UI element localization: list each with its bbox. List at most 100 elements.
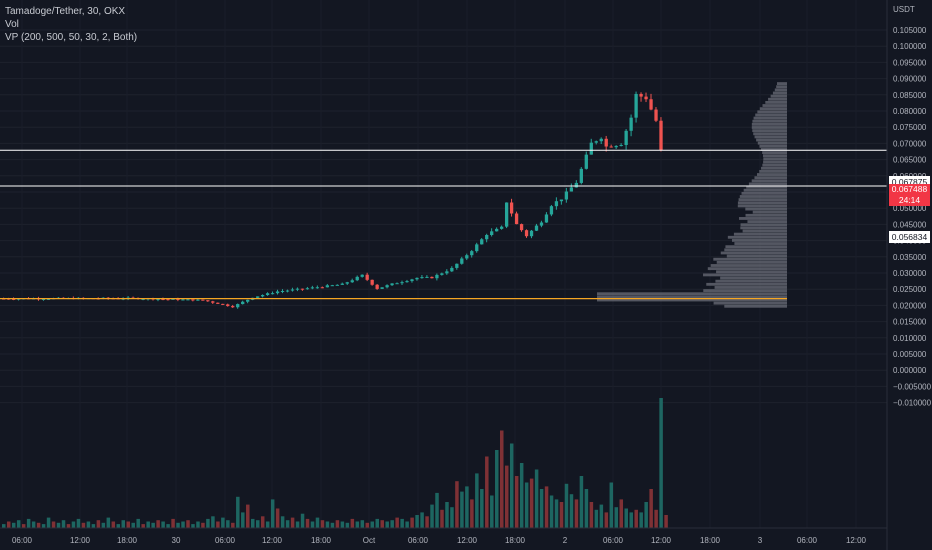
price-tick-label: 0.030000 (893, 269, 927, 278)
candle-body (236, 304, 240, 308)
volume-bar (290, 517, 295, 528)
candle-body (375, 284, 379, 289)
candle-body (295, 288, 300, 290)
volume-bar (315, 517, 320, 528)
volume-bar (435, 492, 439, 528)
time-tick-label: 06:00 (603, 536, 624, 545)
volume-bar (81, 522, 86, 528)
volume-bar (549, 495, 554, 528)
volume-profile-row (716, 270, 787, 274)
volume-profile-row (707, 267, 787, 271)
volume-bar (375, 518, 379, 528)
price-tick-label: 0.065000 (893, 156, 927, 165)
volume-profile-row (727, 235, 787, 239)
volume-bar (395, 517, 399, 528)
candle-body (275, 291, 280, 294)
candle-body (644, 96, 648, 100)
candle-body (415, 277, 419, 280)
volume-profile-row (751, 126, 787, 129)
volume-bar (465, 486, 469, 528)
candle-body (465, 255, 469, 259)
candle-body (315, 287, 320, 289)
volume-bar (186, 520, 190, 528)
candle-body (231, 306, 235, 308)
volume-profile-row (715, 279, 787, 283)
price-tick-label: 0.100000 (893, 42, 927, 51)
volume-profile-row (726, 254, 787, 258)
volume-bar (554, 499, 559, 528)
volume-bar (116, 524, 121, 528)
time-tick-label: 12:00 (70, 536, 91, 545)
volume-profile-row (724, 248, 787, 252)
candle-body (504, 202, 509, 227)
volume-bar (325, 521, 330, 528)
candle-body (519, 224, 524, 231)
volume-bar (300, 513, 305, 528)
candle-body (564, 191, 569, 200)
volume-profile-row (756, 138, 787, 142)
volume-profile-row (762, 151, 787, 155)
volume-bar (579, 476, 584, 528)
last-price-tag: 0.067488 24:14 (889, 184, 930, 206)
volume-bar (355, 521, 360, 528)
time-tick-label: 12:00 (262, 536, 283, 545)
volume-bar (71, 521, 76, 528)
volume-profile-row (734, 242, 787, 245)
volume-indicator-label[interactable]: Vol (5, 19, 19, 30)
candle-body (659, 120, 663, 151)
volume-bar (41, 524, 46, 528)
volume-bar (345, 522, 350, 528)
volume-bar (255, 520, 260, 528)
volume-bar (589, 502, 594, 528)
volume-profile-row (763, 160, 787, 164)
volume-bar (405, 521, 409, 528)
candle-body (599, 138, 603, 142)
volume-bar (6, 521, 11, 528)
price-tick-label: 0.000000 (893, 366, 927, 375)
volume-bar (61, 520, 66, 528)
volume-bar (534, 469, 539, 528)
candle-body (395, 283, 399, 285)
volume-bar (320, 520, 325, 528)
volume-bar (196, 521, 200, 528)
volume-profile-row (597, 295, 787, 299)
time-axis[interactable]: 06:00 12:00 18:00 30 06:00 12:00 18:00 Oct 06:00… (12, 536, 867, 545)
volume-profile-row (733, 232, 787, 236)
volume-bar (504, 465, 509, 528)
candle-body (260, 295, 265, 297)
volume-profile-row (706, 282, 787, 286)
price-tick-label: −0.010000 (893, 399, 932, 408)
candle-body (176, 298, 180, 300)
candle-body (340, 283, 344, 285)
volume-profile-row (739, 195, 787, 198)
candle-body (574, 182, 578, 188)
volume-profile-row (753, 116, 787, 120)
volume-bar (211, 516, 215, 528)
support-level-tag: 0.056834 (889, 231, 930, 243)
volume-bar (539, 489, 544, 528)
price-tick-label: 0.095000 (893, 58, 927, 67)
candle-body (460, 258, 464, 264)
volume-profile-row (716, 260, 787, 264)
volume-bar (51, 521, 56, 528)
volume-profile-indicator-label[interactable]: VP (200, 500, 50, 30, 2, Both) (5, 32, 138, 43)
volume-bar (285, 520, 290, 528)
horizontal-levels[interactable] (0, 149, 887, 300)
candle-body (290, 289, 295, 291)
price-tick-label: 0.050000 (893, 204, 927, 213)
volume-profile-row (725, 245, 787, 249)
price-tick-label: 0.015000 (893, 318, 927, 327)
candle-body (46, 298, 51, 300)
candle-body (380, 287, 384, 289)
candle-body (584, 154, 588, 169)
volume-bar (460, 491, 464, 528)
volume-profile-row (761, 166, 787, 170)
symbol-title[interactable]: Tamadoge/Tether, 30, OKX (5, 6, 126, 17)
candle-body (191, 299, 195, 301)
candle-body (440, 273, 444, 275)
candle-body (211, 301, 215, 303)
volume-bar (246, 504, 250, 528)
volume-profile-row (757, 173, 787, 176)
volume-profile-row (710, 264, 787, 267)
